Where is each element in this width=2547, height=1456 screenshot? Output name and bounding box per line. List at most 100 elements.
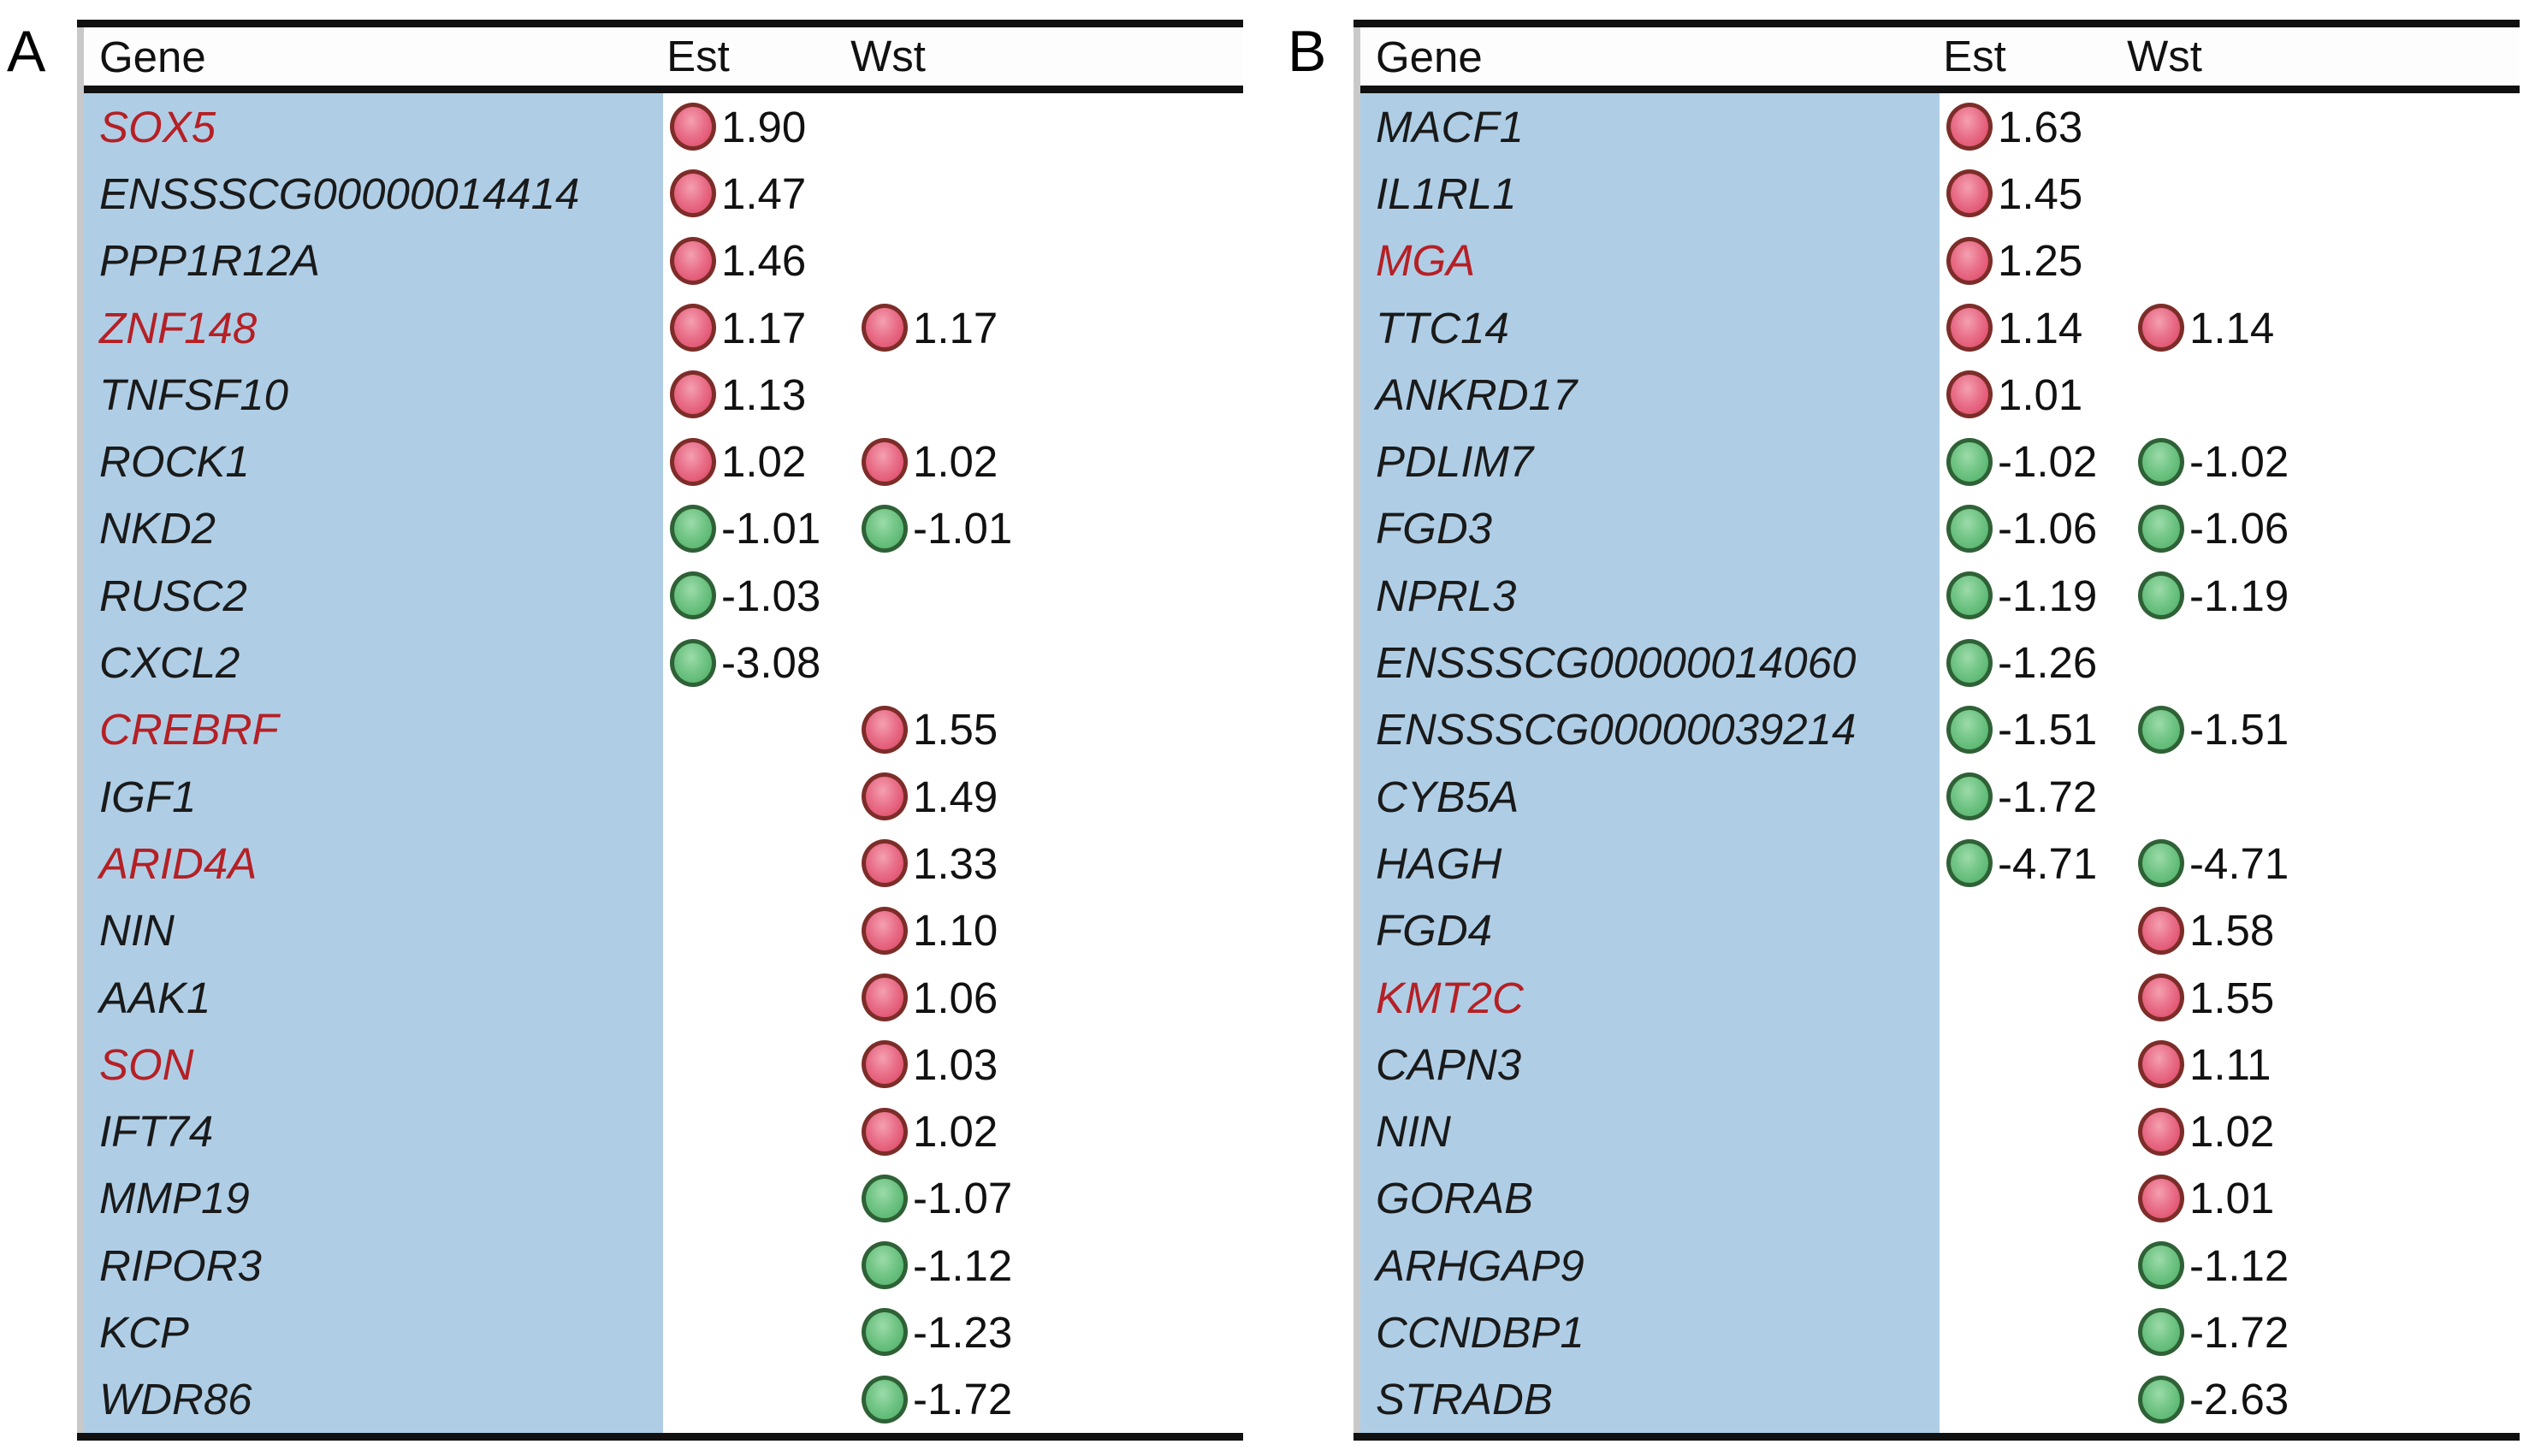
wst-cell: -1.72 [855, 1366, 1243, 1433]
down-indicator-icon [2138, 839, 2184, 888]
fold-change-value: -1.02 [1998, 437, 2098, 487]
table-row: FGD4 1.58 [1353, 897, 2520, 964]
gene-cell: RUSC2 [84, 562, 663, 630]
fold-change-value: 1.45 [1998, 169, 2083, 218]
est-cell: -1.01 [663, 495, 855, 562]
gene-cell: ENSSSCG00000039214 [1360, 695, 1940, 763]
table-top-rule [77, 20, 1243, 27]
gene-cell: FGD3 [1360, 494, 1940, 563]
table-row: ENSSSCG00000014060 -1.26 [1353, 629, 2520, 696]
fold-change-value: 1.25 [1998, 236, 2083, 286]
table-row: PDLIM7 -1.02 -1.02 [1353, 428, 2520, 495]
up-indicator-icon [2138, 1174, 2184, 1222]
est-cell: 1.01 [1940, 361, 2131, 428]
gene-name: ROCK1 [99, 437, 250, 487]
table-row: TNFSF10 1.13 [77, 361, 1243, 429]
fold-change-value: -1.23 [913, 1307, 1013, 1357]
table-row: CAPN3 1.11 [1353, 1031, 2520, 1098]
gene-cell: SON [84, 1031, 663, 1098]
table-row: RUSC2 -1.03 [77, 562, 1243, 630]
down-indicator-icon [2138, 1375, 2184, 1423]
fold-change-value: 1.11 [2189, 1039, 2272, 1089]
est-cell: -1.03 [663, 562, 855, 629]
est-cell [663, 964, 855, 1031]
wst-cell: -2.63 [2131, 1366, 2520, 1433]
fold-change-value: -1.72 [913, 1375, 1013, 1424]
table-row: FGD3 -1.06 -1.06 [1353, 494, 2520, 563]
up-indicator-icon [2138, 906, 2184, 955]
down-indicator-icon [862, 504, 908, 553]
fold-change-value: 1.90 [721, 102, 807, 151]
column-header-est: Est [666, 32, 730, 80]
gene-table-a: Gene Est Wst SOX5 1.90 ENSSSCG0000001441… [77, 20, 1243, 1441]
table-row: GORAB 1.01 [1353, 1164, 2520, 1233]
wst-cell [855, 228, 1243, 294]
est-cell: 1.25 [1940, 228, 2131, 294]
gene-cell: STRADB [1360, 1365, 1940, 1433]
est-cell [663, 1165, 855, 1232]
table-bottom-rule [77, 1433, 1243, 1441]
gene-name: AAK1 [99, 973, 211, 1022]
down-indicator-icon [670, 504, 716, 553]
gene-cell: IL1RL1 [1360, 160, 1940, 228]
gene-name: CXCL2 [99, 638, 240, 688]
column-header-gene: Gene [1376, 32, 1483, 81]
table-row: IL1RL1 1.45 [1353, 160, 2520, 228]
gene-name: HAGH [1376, 838, 1502, 888]
table-row: CYB5A -1.72 [1353, 762, 2520, 831]
est-cell: -1.02 [1940, 428, 2131, 494]
gene-cell: ZNF148 [84, 293, 663, 362]
est-cell [663, 897, 855, 964]
fold-change-value: 1.58 [2189, 906, 2275, 956]
table-row: NIN 1.02 [1353, 1098, 2520, 1165]
down-indicator-icon [1946, 437, 1993, 486]
table-row: CXCL2 -3.08 [77, 629, 1243, 696]
gene-cell: RIPOR3 [84, 1232, 663, 1299]
wst-cell: 1.33 [855, 830, 1243, 897]
est-cell [663, 1232, 855, 1299]
wst-cell: -1.19 [2131, 562, 2520, 629]
table-header-rule [77, 86, 1243, 93]
panel-label-b: B [1288, 19, 1327, 84]
gene-name: ENSSSCG00000014060 [1376, 638, 1857, 688]
wst-cell [2131, 763, 2520, 830]
gene-name: WDR86 [99, 1375, 252, 1424]
table-row: MMP19 -1.07 [77, 1164, 1243, 1233]
est-cell: -1.72 [1940, 763, 2131, 830]
down-indicator-icon [2138, 1241, 2184, 1290]
gene-cell: ENSSSCG00000014060 [1360, 629, 1940, 696]
column-header-wst: Wst [850, 32, 926, 80]
gene-cell: NKD2 [84, 494, 663, 563]
gene-name: NKD2 [99, 504, 216, 553]
fold-change-value: -1.02 [2189, 437, 2289, 487]
table-row: TTC14 1.14 1.14 [1353, 293, 2520, 362]
up-indicator-icon [2138, 974, 2184, 1021]
wst-cell: -1.51 [2131, 696, 2520, 763]
est-cell [1940, 1366, 2131, 1433]
column-header-est: Est [1943, 32, 2006, 80]
wst-cell [2131, 361, 2520, 428]
table-left-strip [1353, 27, 1360, 1433]
table-body: MACF1 1.63 IL1RL1 1.45 MGA 1.25 [1353, 93, 2520, 1433]
gene-name: TNFSF10 [99, 370, 289, 419]
est-cell: -1.26 [1940, 629, 2131, 695]
fold-change-value: 1.02 [2189, 1107, 2275, 1157]
wst-cell: 1.55 [855, 696, 1243, 763]
wst-cell [855, 629, 1243, 695]
fold-change-value: -1.51 [1998, 705, 2098, 755]
gene-name: IL1RL1 [1376, 169, 1517, 218]
down-indicator-icon [2138, 705, 2184, 754]
gene-name: STRADB [1376, 1375, 1553, 1424]
wst-cell: -1.02 [2131, 428, 2520, 494]
gene-name: CCNDBP1 [1376, 1307, 1584, 1357]
wst-cell: -1.07 [855, 1165, 1243, 1232]
column-header-wst: Wst [2127, 32, 2202, 80]
fold-change-value: 1.47 [721, 169, 807, 218]
fold-change-value: -1.51 [2189, 705, 2289, 755]
wst-cell: -4.71 [2131, 830, 2520, 897]
table-row: AAK1 1.06 [77, 963, 1243, 1032]
wst-cell: -1.23 [855, 1299, 1243, 1365]
gene-name: SON [99, 1039, 194, 1089]
est-cell: 1.90 [663, 93, 855, 160]
down-indicator-icon [862, 1375, 908, 1423]
